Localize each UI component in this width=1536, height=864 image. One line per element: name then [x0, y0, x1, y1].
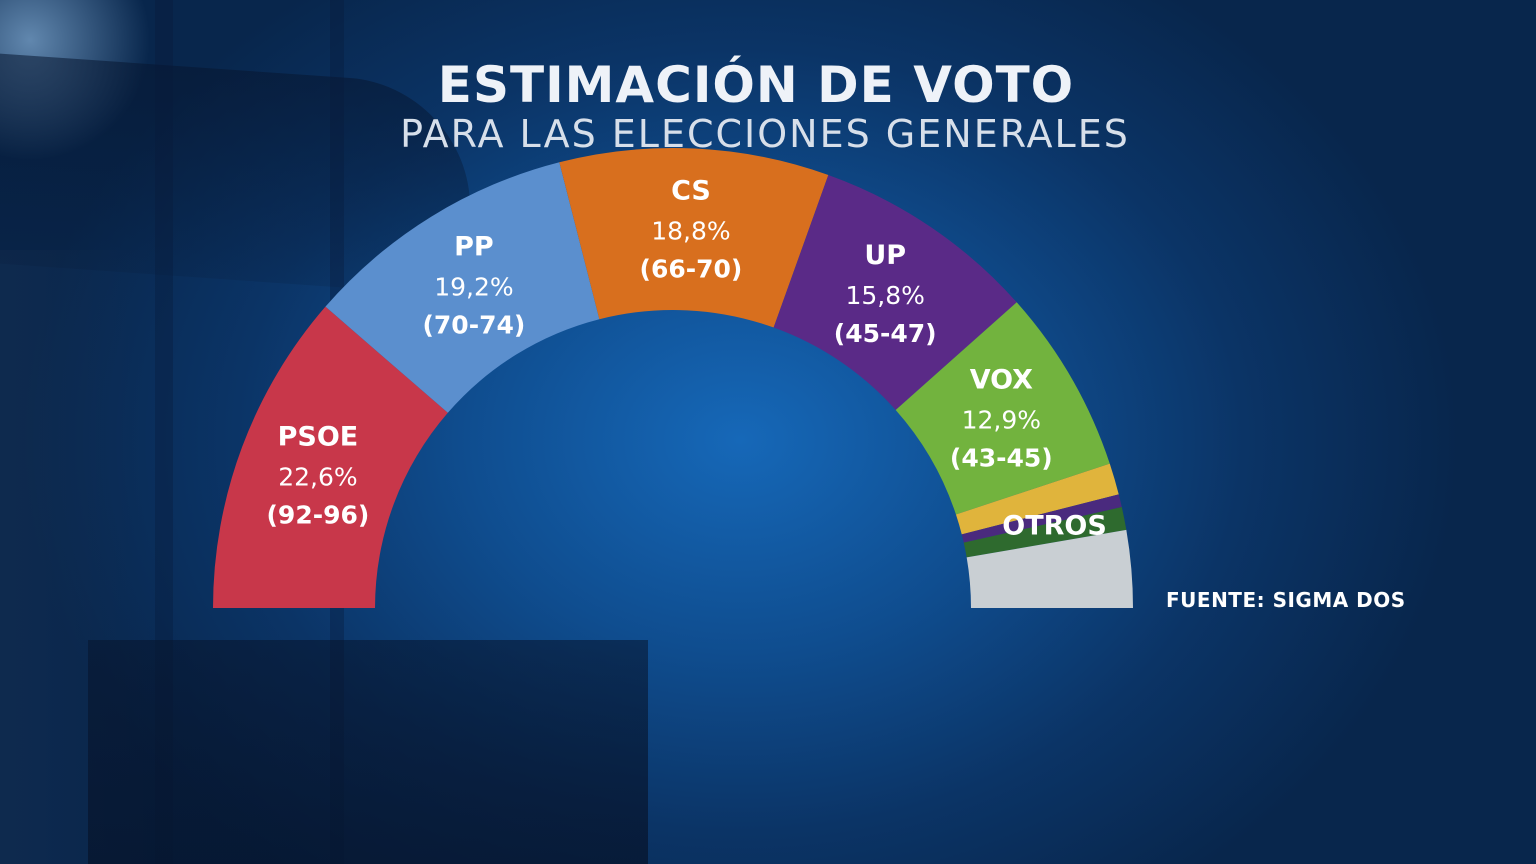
- segment-otros-4: [966, 529, 1133, 608]
- label-pp-seats: (70-74): [422, 311, 525, 340]
- label-cs-seats: (66-70): [640, 254, 743, 283]
- segment-otros-1: [955, 463, 1119, 535]
- label-up-value: 15,8%: [845, 281, 924, 310]
- label-psoe-seats: (92-96): [267, 501, 370, 530]
- label-vox-value: 12,9%: [962, 406, 1041, 435]
- segment-up: [773, 175, 1017, 410]
- label-otros: OTROS: [1002, 510, 1107, 541]
- label-vox-seats: (43-45): [950, 444, 1053, 473]
- label-psoe-value: 22,6%: [278, 463, 357, 492]
- hemicycle-labels: PSOE 22,6% (92-96) PP 19,2% (70-74) CS 18,8% (66…: [267, 175, 1107, 541]
- label-up-seats: (45-47): [834, 319, 937, 348]
- segment-vox: [895, 302, 1110, 515]
- label-pp-value: 19,2%: [434, 273, 513, 302]
- chart-title: ESTIMACIÓN DE VOTO: [437, 56, 1075, 114]
- source-credit: FUENTE: SIGMA DOS: [1166, 588, 1406, 612]
- segment-pp: [325, 162, 600, 413]
- label-vox-name: VOX: [970, 365, 1033, 396]
- label-pp-name: PP: [454, 232, 494, 263]
- segment-otros-3: [963, 507, 1127, 558]
- label-cs-value: 18,8%: [651, 216, 730, 245]
- segment-psoe: [213, 306, 448, 608]
- label-psoe-name: PSOE: [278, 422, 359, 453]
- segment-otros-2: [961, 494, 1122, 543]
- chart-subtitle: PARA LAS ELECCIONES GENERALES: [400, 112, 1130, 156]
- label-cs-name: CS: [671, 175, 711, 206]
- segment-cs: [559, 148, 829, 328]
- label-up-name: UP: [864, 240, 906, 271]
- hemicycle-segments: [213, 148, 1133, 608]
